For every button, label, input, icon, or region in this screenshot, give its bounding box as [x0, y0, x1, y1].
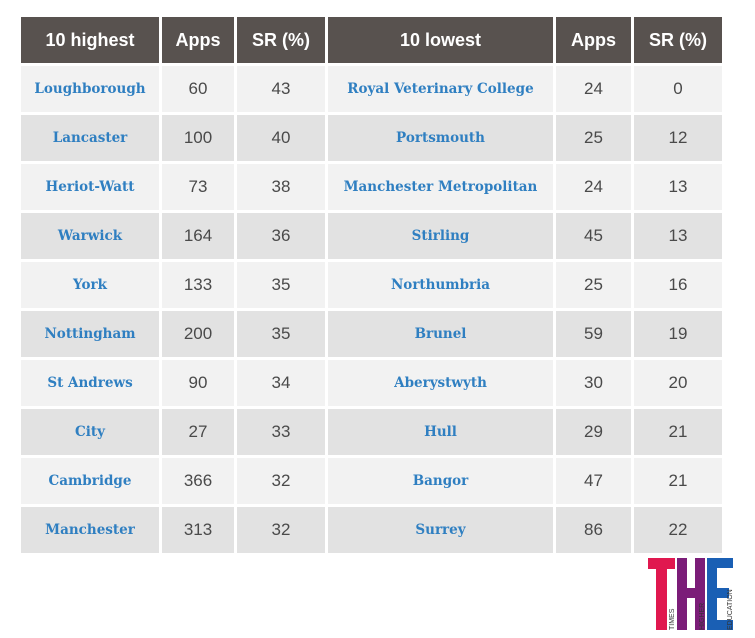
header-row: 10 highest Apps SR (%) 10 lowest Apps SR…: [21, 17, 722, 63]
low-university-name: Manchester Metropolitan: [328, 164, 553, 210]
high-university-name: Manchester: [21, 507, 159, 553]
table-row: Heriot-Watt 73 38 Manchester Metropolitan 24…: [21, 164, 722, 210]
header-apps-left: Apps: [162, 17, 234, 63]
high-apps-cell: 133: [162, 262, 234, 308]
table-row: Warwick 164 36 Stirling 45 13: [21, 213, 722, 259]
high-apps-cell: 200: [162, 311, 234, 357]
low-apps-cell: 59: [556, 311, 631, 357]
high-sr-cell: 32: [237, 458, 325, 504]
low-university-name: Northumbria: [328, 262, 553, 308]
low-sr-cell: 16: [634, 262, 722, 308]
low-sr-cell: 0: [634, 66, 722, 112]
low-apps-cell: 30: [556, 360, 631, 406]
high-sr-cell: 35: [237, 262, 325, 308]
header-highest: 10 highest: [21, 17, 159, 63]
high-apps-cell: 90: [162, 360, 234, 406]
table-row: City 27 33 Hull 29 21: [21, 409, 722, 455]
low-sr-cell: 22: [634, 507, 722, 553]
the-logo: TIMES HIGHER EDUCATION: [648, 558, 734, 630]
high-sr-cell: 32: [237, 507, 325, 553]
high-sr-cell: 34: [237, 360, 325, 406]
low-university-name: Brunel: [328, 311, 553, 357]
high-apps-cell: 73: [162, 164, 234, 210]
low-sr-cell: 13: [634, 164, 722, 210]
high-sr-cell: 43: [237, 66, 325, 112]
low-university-name: Portsmouth: [328, 115, 553, 161]
table-row: Manchester 313 32 Surrey 86 22: [21, 507, 722, 553]
low-university-name: Surrey: [328, 507, 553, 553]
header-sr-left: SR (%): [237, 17, 325, 63]
high-sr-cell: 38: [237, 164, 325, 210]
low-sr-cell: 21: [634, 409, 722, 455]
low-university-name: Royal Veterinary College: [328, 66, 553, 112]
table-row: St Andrews 90 34 Aberystwyth 30 20: [21, 360, 722, 406]
header-apps-right: Apps: [556, 17, 631, 63]
high-apps-cell: 27: [162, 409, 234, 455]
low-university-name: Stirling: [328, 213, 553, 259]
table-row: Lancaster 100 40 Portsmouth 25 12: [21, 115, 722, 161]
success-rate-table: 10 highest Apps SR (%) 10 lowest Apps SR…: [18, 14, 725, 556]
low-apps-cell: 47: [556, 458, 631, 504]
high-sr-cell: 35: [237, 311, 325, 357]
high-university-name: City: [21, 409, 159, 455]
high-apps-cell: 366: [162, 458, 234, 504]
low-sr-cell: 13: [634, 213, 722, 259]
high-apps-cell: 60: [162, 66, 234, 112]
low-university-name: Hull: [328, 409, 553, 455]
low-sr-cell: 12: [634, 115, 722, 161]
logo-line-education: EDUCATION: [727, 589, 734, 630]
low-apps-cell: 24: [556, 66, 631, 112]
high-university-name: St Andrews: [21, 360, 159, 406]
high-university-name: York: [21, 262, 159, 308]
table-row: York 133 35 Northumbria 25 16: [21, 262, 722, 308]
low-apps-cell: 25: [556, 262, 631, 308]
low-university-name: Aberystwyth: [328, 360, 553, 406]
high-sr-cell: 40: [237, 115, 325, 161]
high-apps-cell: 100: [162, 115, 234, 161]
header-sr-right: SR (%): [634, 17, 722, 63]
low-apps-cell: 25: [556, 115, 631, 161]
logo-letter-h: [677, 558, 705, 630]
low-apps-cell: 24: [556, 164, 631, 210]
high-university-name: Cambridge: [21, 458, 159, 504]
high-university-name: Warwick: [21, 213, 159, 259]
low-sr-cell: 21: [634, 458, 722, 504]
high-university-name: Nottingham: [21, 311, 159, 357]
high-university-name: Loughborough: [21, 66, 159, 112]
high-apps-cell: 313: [162, 507, 234, 553]
low-apps-cell: 29: [556, 409, 631, 455]
header-lowest: 10 lowest: [328, 17, 553, 63]
logo-letter-t: [648, 558, 675, 630]
table-row: Nottingham 200 35 Brunel 59 19: [21, 311, 722, 357]
low-apps-cell: 45: [556, 213, 631, 259]
logo-line-times: TIMES: [669, 608, 676, 630]
low-sr-cell: 19: [634, 311, 722, 357]
high-sr-cell: 33: [237, 409, 325, 455]
high-university-name: Heriot-Watt: [21, 164, 159, 210]
low-apps-cell: 86: [556, 507, 631, 553]
high-apps-cell: 164: [162, 213, 234, 259]
logo-letter-e: [707, 558, 733, 630]
low-sr-cell: 20: [634, 360, 722, 406]
table-row: Cambridge 366 32 Bangor 47 21: [21, 458, 722, 504]
low-university-name: Bangor: [328, 458, 553, 504]
high-sr-cell: 36: [237, 213, 325, 259]
table-row: Loughborough 60 43 Royal Veterinary College…: [21, 66, 722, 112]
logo-line-higher: HIGHER: [699, 603, 706, 630]
high-university-name: Lancaster: [21, 115, 159, 161]
